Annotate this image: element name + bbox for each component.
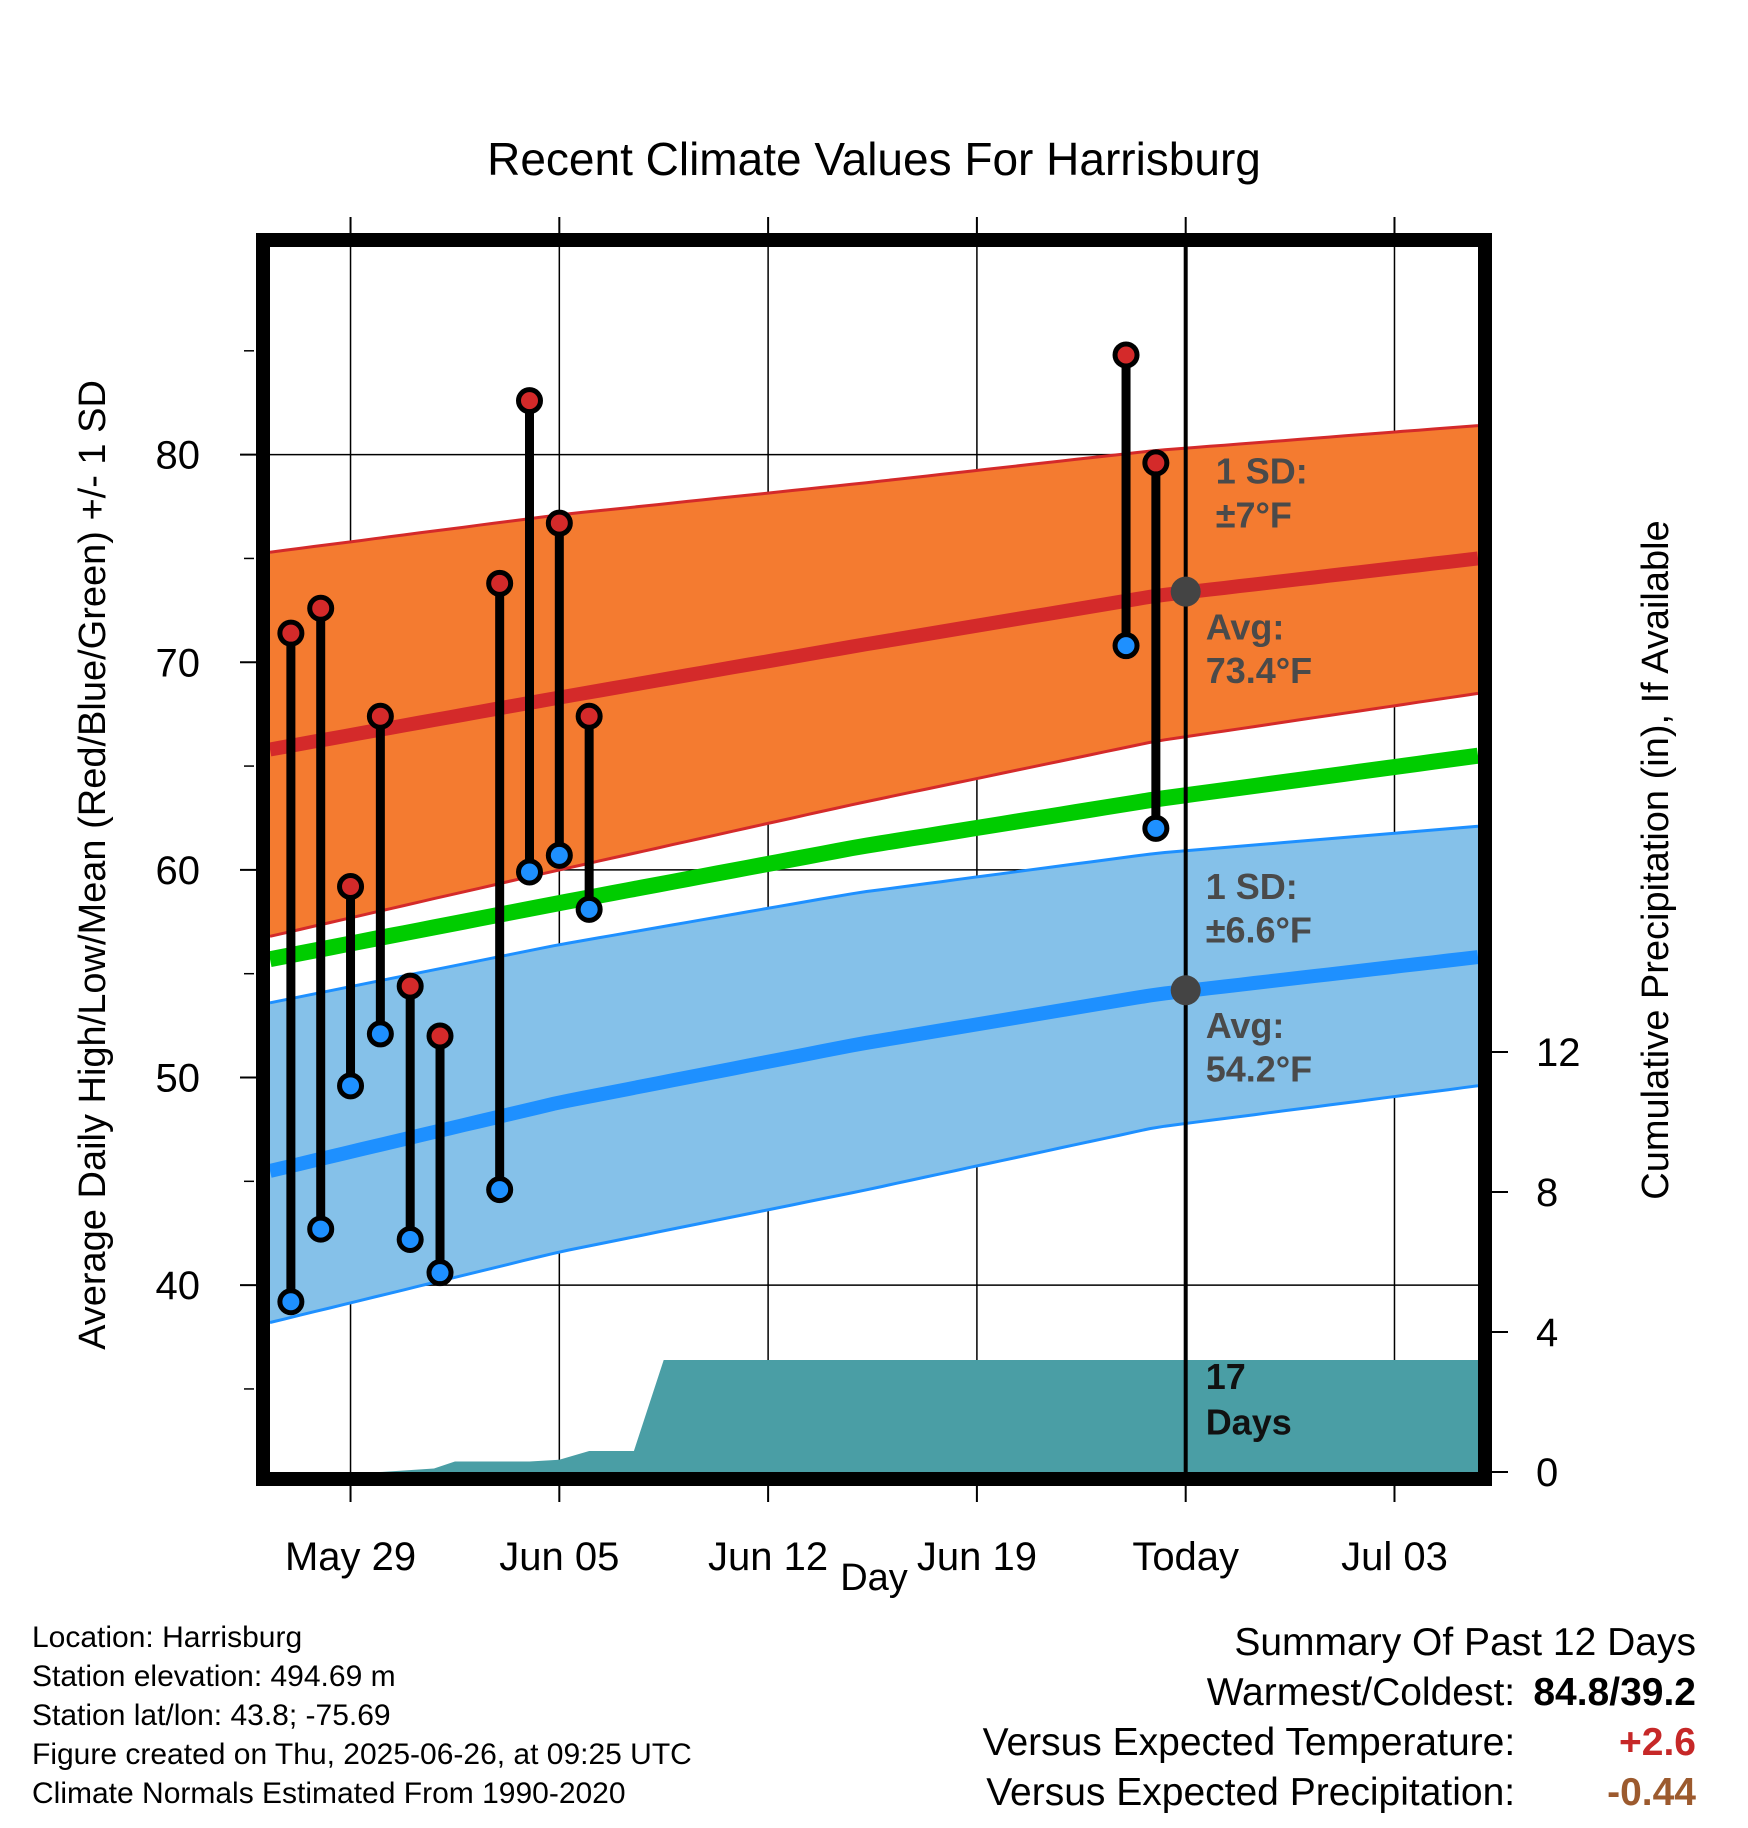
low-sd-lower-line [269,1084,1479,1324]
x-tick-label: Jul 03 [1341,1535,1448,1579]
y2-tick-label: 4 [1536,1311,1558,1355]
latlon-text: Station lat/lon: 43.8; -75.69 [32,1699,391,1732]
y-tick-label: 80 [156,434,201,478]
observed-high-point [545,509,573,537]
today-high-avg-point [1170,576,1201,607]
x-axis-title: Day [840,1557,908,1599]
low-sd-band [270,826,1478,1323]
summary-precip: Versus Expected Precipitation: -0.44 [983,1768,1696,1818]
low-avg-value: 54.2°F [1206,1049,1312,1090]
observed-high-point [277,619,305,647]
observed-high-point [396,972,424,1000]
summary-warm-cold: Warmest/Coldest: 84.8/39.2 [983,1668,1696,1718]
observed-low-point [1142,814,1170,842]
elevation-text: Station elevation: 494.69 m [32,1660,396,1693]
location-text: Location: Harrisburg [32,1621,303,1654]
y-tick-label: 70 [156,641,201,685]
observed-low-point [307,1215,335,1243]
temp-label: Versus Expected Temperature: [982,1721,1516,1764]
x-tick-label: May 29 [285,1535,416,1579]
observed-low-point [575,895,603,923]
high-sd-band [270,425,1478,937]
y2-tick-label: 8 [1536,1171,1558,1215]
observed-low-point [396,1225,424,1253]
summary-heading: Summary Of Past 12 Days [1234,1621,1696,1664]
high-avg-value: 73.4°F [1206,650,1312,691]
y2-tick-label: 0 [1536,1451,1558,1495]
observed-high-point [575,702,603,730]
warm-cold-label: Warmest/Coldest: [1206,1671,1516,1714]
x-tick-label: Jun 19 [917,1535,1037,1579]
observed-low-point [515,858,543,886]
observed-high-point [486,569,514,597]
plot-frame [256,233,1492,1486]
created-text: Figure created on Thu, 2025-06-26, at 09… [32,1738,692,1771]
temp-value: +2.6 [1619,1721,1696,1764]
normal-high-line [268,551,1479,757]
y-tick-label: 60 [156,849,201,893]
summary-panel: Summary Of Past 12 Days Warmest/Coldest:… [983,1618,1696,1818]
observed-high-point [426,1022,454,1050]
precip-label: Versus Expected Precipitation: [986,1771,1516,1814]
x-tick-label: Jun 05 [499,1535,619,1579]
low-sd-label: 1 SD: [1206,866,1298,907]
chart-title: Recent Climate Values For Harrisburg [487,133,1261,185]
y2-tick-label: 12 [1536,1031,1581,1075]
low-avg-label: Avg: [1206,1005,1285,1046]
observed-high-point [515,387,543,415]
observed-low-point [366,1020,394,1048]
normals-text: Climate Normals Estimated From 1990-2020 [32,1777,626,1810]
observed-low-point [1112,632,1140,660]
high-avg-label: Avg: [1206,606,1285,647]
summary-temp: Versus Expected Temperature: +2.6 [983,1718,1696,1768]
normal-low-line [268,950,1479,1178]
low-sd-value: ±6.6°F [1206,910,1312,951]
x-tick-label: Jun 12 [708,1535,828,1579]
warm-cold-value: 84.8/39.2 [1533,1671,1696,1714]
normal-mean-line [268,747,1480,968]
observed-low-point [486,1176,514,1204]
climate-chart: Recent Climate Values For Harrisburg 1 S… [72,133,1677,1599]
high-sd-lower-line [269,691,1479,938]
observed-low-point [545,841,573,869]
y-axis-title: Average Daily High/Low/Mean (Red/Blue/Gr… [72,380,114,1350]
high-sd-label: 1 SD: [1216,451,1308,492]
precip-area [270,1360,1478,1472]
y2-axis-title: Cumulative Precipitation (in), If Availa… [1635,520,1677,1199]
days-count-number: 17 [1206,1356,1246,1397]
y-tick-label: 50 [156,1057,201,1101]
observed-high-point [1142,449,1170,477]
observed-low-point [426,1259,454,1287]
x-tick-label: Today [1132,1535,1239,1579]
station-info: Location: Harrisburg Station elevation: … [32,1618,692,1813]
observed-high-point [366,702,394,730]
observed-high-point [1112,341,1140,369]
observed-high-point [337,872,365,900]
high-sd-upper-line [269,424,1479,554]
low-sd-upper-line [269,824,1479,1005]
y-tick-label: 40 [156,1264,201,1308]
observed-high-point [307,594,335,622]
precip-value: -0.44 [1607,1771,1696,1814]
high-sd-value: ±7°F [1216,494,1292,535]
today-low-avg-point [1170,975,1201,1006]
days-count-word: Days [1206,1402,1292,1443]
observed-low-point [337,1072,365,1100]
observed-low-point [277,1288,305,1316]
